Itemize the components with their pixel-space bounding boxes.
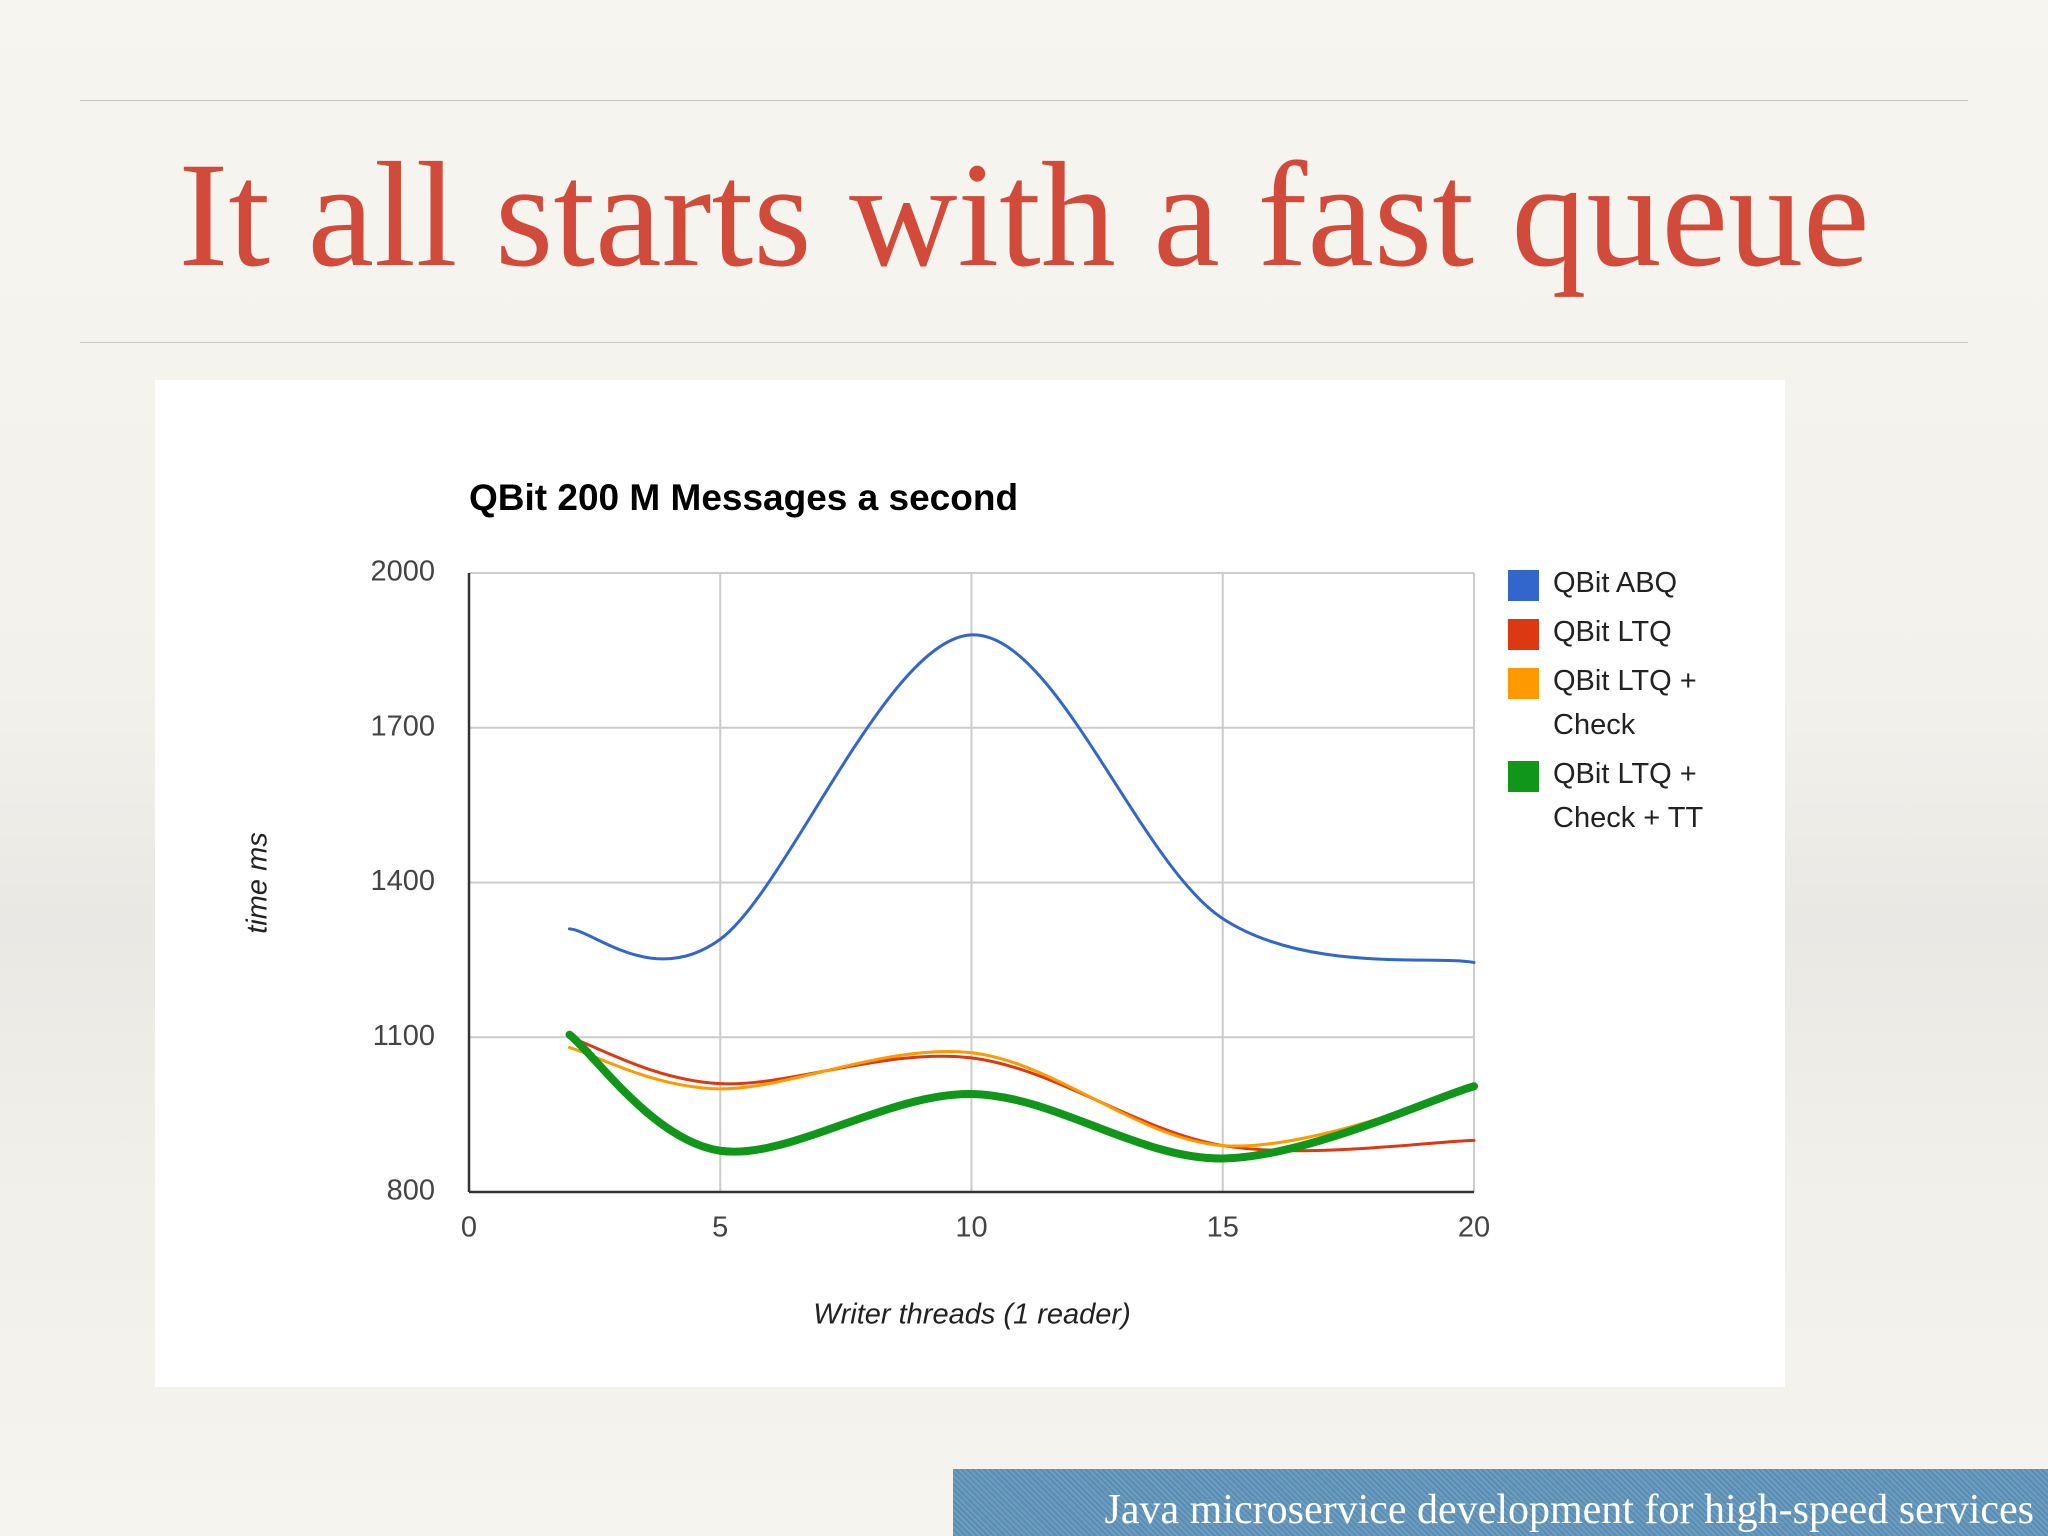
- legend-swatch: [1508, 619, 1539, 650]
- legend-label: QBit ABQ: [1553, 567, 1678, 599]
- x-tick-label: 20: [1458, 1212, 1490, 1244]
- x-tick-label: 15: [1207, 1212, 1239, 1244]
- x-tick-label: 0: [461, 1212, 477, 1244]
- x-tick-label: 10: [955, 1212, 987, 1244]
- legend-label: QBit LTQ + Check: [1553, 665, 1697, 741]
- chart-title: QBit 200 M Messages a second: [469, 477, 1018, 518]
- series-line: [565, 1030, 1478, 1163]
- y-tick-label: 2000: [370, 556, 435, 588]
- divider: [80, 342, 1968, 343]
- legend-item: QBit ABQ: [1508, 567, 1758, 605]
- divider: [80, 100, 1968, 101]
- series-line: [568, 633, 1476, 964]
- y-tick-label: 800: [387, 1175, 435, 1207]
- legend-item: QBit LTQ + Check + TT: [1508, 758, 1758, 840]
- y-axis-title: time ms: [242, 832, 274, 934]
- y-tick-label: 1700: [370, 710, 435, 742]
- legend-swatch: [1508, 761, 1539, 792]
- legend-swatch: [1508, 570, 1539, 601]
- series-line: [568, 1046, 1476, 1148]
- y-tick-label: 1100: [373, 1020, 435, 1052]
- legend: QBit ABQ QBit LTQ QBit LTQ + Check QBit LTQ…: [1508, 567, 1758, 851]
- x-tick-label: 5: [712, 1212, 728, 1244]
- x-axis-title: Writer threads (1 reader): [813, 1299, 1131, 1331]
- y-tick-label: 1400: [370, 865, 435, 897]
- legend-label: QBit LTQ: [1553, 616, 1672, 648]
- series-line: [568, 1035, 1476, 1153]
- legend-label: QBit LTQ + Check + TT: [1553, 758, 1704, 834]
- slide-title: It all starts with a fast queue: [178, 132, 1870, 298]
- footer-text: Java microservice development for high-s…: [1104, 1487, 2034, 1533]
- footer-bar: Java microservice development for high-s…: [953, 1469, 2048, 1536]
- legend-swatch: [1508, 668, 1539, 699]
- legend-item: QBit LTQ + Check: [1508, 665, 1758, 747]
- legend-item: QBit LTQ: [1508, 616, 1758, 654]
